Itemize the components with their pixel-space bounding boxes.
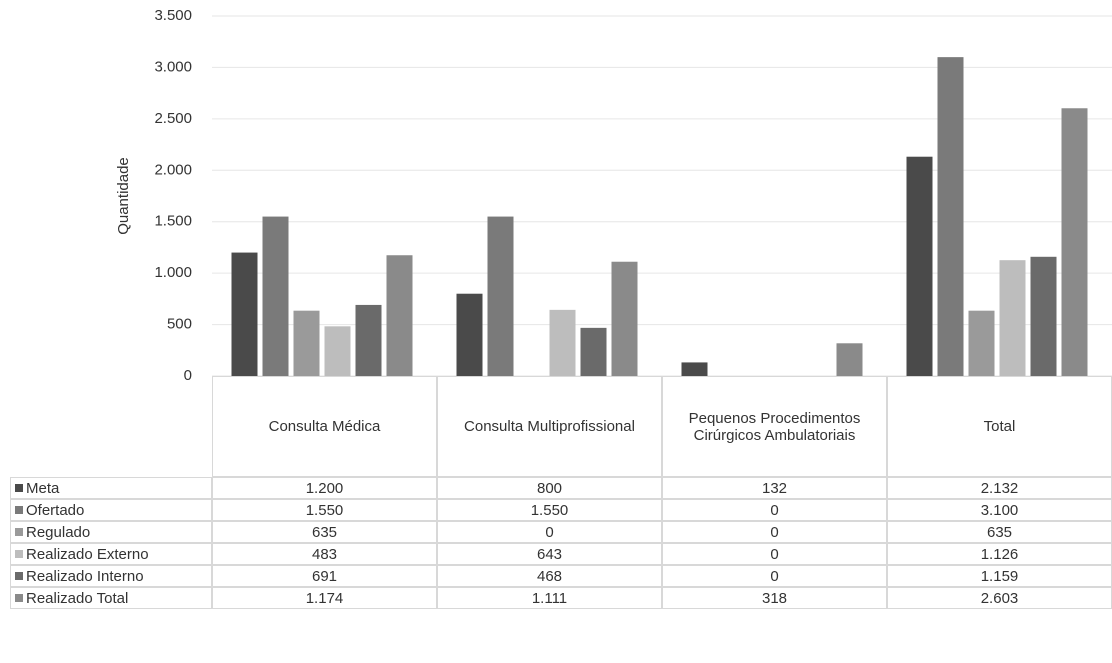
bar	[386, 255, 413, 376]
table-cell: 1.550	[437, 499, 662, 521]
legend-swatch	[15, 594, 23, 602]
y-tick-label: 2.500	[154, 110, 192, 127]
category-label: Pequenos Procedimentos Cirúrgicos Ambula…	[662, 376, 887, 477]
bar	[231, 252, 258, 376]
bar	[355, 304, 382, 376]
table-cell: 132	[662, 477, 887, 499]
table-cell: 0	[662, 499, 887, 521]
y-axis-label: Quantidade	[115, 157, 132, 235]
legend-swatch	[15, 484, 23, 492]
y-tick-label: 0	[184, 367, 192, 384]
y-tick-label: 3.500	[154, 7, 192, 24]
table-cell: 0	[662, 565, 887, 587]
row-header: Meta	[10, 477, 212, 499]
row-header: Realizado Externo	[10, 543, 212, 565]
table-cell: 0	[662, 521, 887, 543]
table-cell: 2.603	[887, 587, 1112, 609]
table-cell: 1.174	[212, 587, 437, 609]
row-header: Realizado Interno	[10, 565, 212, 587]
bar	[937, 57, 964, 377]
bar	[906, 156, 933, 376]
table-cell: 635	[212, 521, 437, 543]
bar	[611, 261, 638, 376]
table-cell: 1.550	[212, 499, 437, 521]
y-tick-label: 1.000	[154, 264, 192, 281]
table-cell: 643	[437, 543, 662, 565]
row-header: Regulado	[10, 521, 212, 543]
legend-label: Realizado Interno	[26, 567, 144, 585]
table-cell: 1.200	[212, 477, 437, 499]
bar	[1030, 256, 1057, 376]
row-header: Realizado Total	[10, 587, 212, 609]
table-cell: 468	[437, 565, 662, 587]
bar	[293, 310, 320, 376]
legend-swatch	[15, 528, 23, 536]
bar	[968, 310, 995, 376]
legend-label: Meta	[26, 479, 60, 497]
bar	[580, 327, 607, 376]
legend-label: Regulado	[26, 523, 91, 541]
table-cell: 1.111	[437, 587, 662, 609]
table-cell: 2.132	[887, 477, 1112, 499]
y-tick-label: 1.500	[154, 213, 192, 230]
category-label: Consulta Multiprofissional	[437, 376, 662, 477]
table-cell: 691	[212, 565, 437, 587]
legend-label: Realizado Total	[26, 589, 129, 607]
category-label: Total	[887, 376, 1112, 477]
y-tick-label: 500	[167, 316, 192, 333]
y-tick-label: 3.000	[154, 58, 192, 75]
table-cell: 0	[437, 521, 662, 543]
table-cell: 1.126	[887, 543, 1112, 565]
bar	[456, 293, 483, 376]
bar	[999, 260, 1026, 376]
table-cell: 318	[662, 587, 887, 609]
table-cell: 3.100	[887, 499, 1112, 521]
row-header: Ofertado	[10, 499, 212, 521]
bar	[681, 362, 708, 376]
legend-swatch	[15, 572, 23, 580]
bar	[836, 343, 863, 376]
bar	[549, 309, 576, 376]
table-cell: 0	[662, 543, 887, 565]
table-cell: 483	[212, 543, 437, 565]
legend-swatch	[15, 550, 23, 558]
bar	[324, 326, 351, 376]
table-cell: 1.159	[887, 565, 1112, 587]
legend-label: Ofertado	[26, 501, 85, 519]
y-tick-label: 2.000	[154, 161, 192, 178]
category-label: Consulta Médica	[212, 376, 437, 477]
table-cell: 635	[887, 521, 1112, 543]
legend-label: Realizado Externo	[26, 545, 149, 563]
bar	[1061, 108, 1088, 377]
bar	[262, 216, 289, 376]
bar	[487, 216, 514, 376]
table-cell: 800	[437, 477, 662, 499]
legend-swatch	[15, 506, 23, 514]
